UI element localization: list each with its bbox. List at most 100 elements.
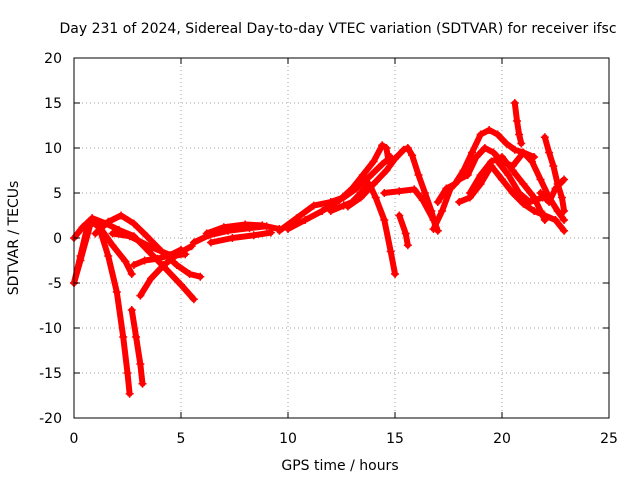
data-point-marker bbox=[519, 199, 528, 208]
data-point-marker bbox=[181, 250, 190, 259]
series-sat-h bbox=[108, 229, 190, 260]
data-point-marker bbox=[275, 226, 284, 235]
data-point-marker bbox=[418, 196, 427, 205]
data-point-marker bbox=[125, 232, 134, 241]
data-point-marker bbox=[504, 171, 513, 179]
data-point-marker bbox=[403, 241, 412, 250]
data-point-marker bbox=[369, 157, 378, 166]
data-point-marker bbox=[408, 151, 417, 160]
data-point-marker bbox=[309, 201, 318, 210]
data-point-marker bbox=[540, 133, 549, 142]
data-point-marker bbox=[551, 184, 560, 193]
data-point-marker bbox=[459, 166, 468, 175]
data-point-marker bbox=[540, 216, 549, 224]
data-point-marker bbox=[266, 228, 275, 237]
data-point-marker bbox=[358, 171, 367, 179]
data-point-marker bbox=[136, 360, 145, 368]
data-point-marker bbox=[127, 270, 136, 278]
data-point-marker bbox=[343, 202, 352, 211]
data-point-marker bbox=[138, 379, 147, 388]
data-point-marker bbox=[104, 217, 113, 226]
series-sat-q bbox=[395, 211, 412, 250]
data-point-marker bbox=[121, 257, 130, 266]
series-track bbox=[434, 127, 568, 223]
data-point-marker bbox=[142, 232, 151, 241]
data-point-marker bbox=[127, 306, 136, 314]
series-track bbox=[511, 100, 525, 147]
data-point-marker bbox=[284, 225, 292, 233]
data-point-marker bbox=[153, 254, 162, 263]
data-point-marker bbox=[108, 241, 117, 250]
data-point-marker bbox=[525, 198, 534, 206]
data-point-marker bbox=[108, 229, 117, 238]
series-sat-b bbox=[127, 306, 147, 388]
data-point-marker bbox=[498, 175, 506, 184]
x-tick-label: 10 bbox=[279, 431, 297, 447]
data-point-marker bbox=[517, 139, 526, 148]
chart-title: Day 231 of 2024, Sidereal Day-to-day VTE… bbox=[59, 21, 616, 37]
data-point-marker bbox=[241, 220, 250, 229]
data-point-marker bbox=[168, 252, 177, 260]
series-track bbox=[285, 142, 392, 232]
data-point-marker bbox=[493, 130, 502, 139]
data-point-marker bbox=[185, 270, 194, 278]
data-point-marker bbox=[489, 148, 498, 157]
data-point-marker bbox=[414, 171, 423, 179]
data-point-marker bbox=[301, 216, 310, 224]
series-sat-k bbox=[206, 228, 275, 247]
data-point-marker bbox=[228, 234, 237, 242]
data-point-marker bbox=[258, 221, 267, 230]
data-point-marker bbox=[560, 216, 569, 224]
data-point-marker bbox=[476, 171, 485, 179]
data-point-marker bbox=[538, 193, 547, 202]
data-point-marker bbox=[219, 223, 228, 232]
data-point-marker bbox=[378, 160, 387, 169]
series-track bbox=[430, 145, 538, 232]
series-sat-m bbox=[284, 141, 393, 233]
data-point-marker bbox=[129, 219, 138, 228]
data-point-marker bbox=[391, 154, 399, 163]
data-point-marker bbox=[560, 175, 569, 184]
data-point-marker bbox=[433, 198, 442, 206]
data-point-marker bbox=[560, 226, 569, 235]
data-point-marker bbox=[117, 211, 126, 220]
data-point-marker bbox=[391, 270, 399, 278]
ticks bbox=[73, 57, 610, 419]
data-point-marker bbox=[502, 139, 511, 148]
y-tick-label: -15 bbox=[39, 366, 62, 382]
data-point-marker bbox=[136, 291, 145, 300]
data-point-marker bbox=[450, 180, 459, 188]
data-point-marker bbox=[76, 256, 85, 265]
y-tick-label: -20 bbox=[39, 411, 62, 427]
data-point-marker bbox=[335, 196, 344, 205]
data-point-marker bbox=[177, 280, 185, 289]
data-point-marker bbox=[172, 261, 181, 269]
data-point-marker bbox=[545, 148, 554, 157]
series-sat-v bbox=[510, 99, 526, 148]
tick-labels: 0 5 10 15 20 25 -20 -15 -10 -5 0 5 10 15 20 bbox=[39, 51, 618, 447]
data-point-marker bbox=[189, 238, 198, 247]
data-point-marker bbox=[206, 238, 215, 247]
x-tick-label: 5 bbox=[177, 431, 186, 447]
data-point-marker bbox=[480, 144, 489, 152]
data-point-marker bbox=[420, 189, 429, 197]
x-tick-label: 25 bbox=[600, 431, 618, 447]
data-point-marker bbox=[369, 180, 378, 188]
data-point-marker bbox=[410, 185, 419, 194]
grid bbox=[74, 58, 609, 418]
data-point-marker bbox=[87, 217, 96, 226]
data-point-marker bbox=[551, 216, 560, 224]
y-tick-label: -5 bbox=[48, 276, 62, 292]
data-point-marker bbox=[249, 231, 258, 240]
x-tick-label: 0 bbox=[70, 431, 79, 447]
x-axis-label: GPS time / hours bbox=[281, 458, 398, 474]
data-point-marker bbox=[545, 198, 554, 206]
data-point-marker bbox=[140, 256, 149, 265]
data-point-marker bbox=[485, 126, 494, 134]
data-point-marker bbox=[91, 229, 100, 238]
data-point-marker bbox=[129, 261, 138, 269]
data-point-marker bbox=[549, 162, 558, 170]
series-track bbox=[208, 229, 274, 246]
data-point-marker bbox=[196, 272, 205, 281]
